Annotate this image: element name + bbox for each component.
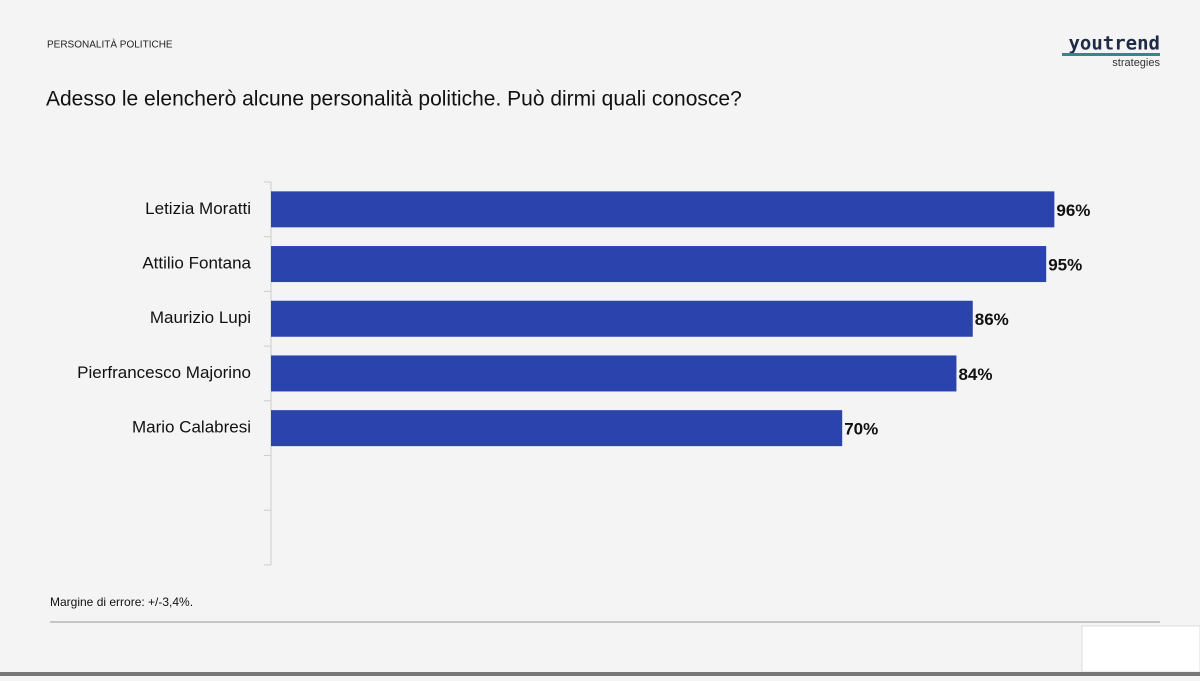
- value-label: 84%: [958, 365, 992, 384]
- logo-underline: [1062, 53, 1160, 56]
- bar: [271, 300, 973, 337]
- logo-sub: strategies: [1112, 57, 1160, 69]
- bottom-strip: [0, 672, 1200, 676]
- chart-title: Adesso le elencherò alcune personalità p…: [46, 88, 742, 111]
- thumbnail: [1081, 625, 1200, 673]
- category-label: Letizia Moratti: [145, 199, 251, 218]
- footnote: Margine di errore: +/-3,4%.: [50, 595, 193, 609]
- bar: [271, 191, 1055, 228]
- logo: youtrend: [1068, 33, 1160, 55]
- bar: [271, 355, 957, 392]
- category-label: Pierfrancesco Majorino: [77, 363, 251, 382]
- category-label: Mario Calabresi: [132, 418, 251, 437]
- bar: [271, 246, 1047, 283]
- value-label: 86%: [975, 310, 1009, 329]
- section-label: PERSONALITÀ POLITICHE: [47, 38, 173, 51]
- bar: [271, 410, 843, 447]
- category-label: Maurizio Lupi: [150, 308, 251, 327]
- value-label: 96%: [1056, 201, 1090, 220]
- category-label: Attilio Fontana: [142, 254, 251, 273]
- value-label: 70%: [844, 420, 878, 439]
- value-label: 95%: [1048, 256, 1082, 275]
